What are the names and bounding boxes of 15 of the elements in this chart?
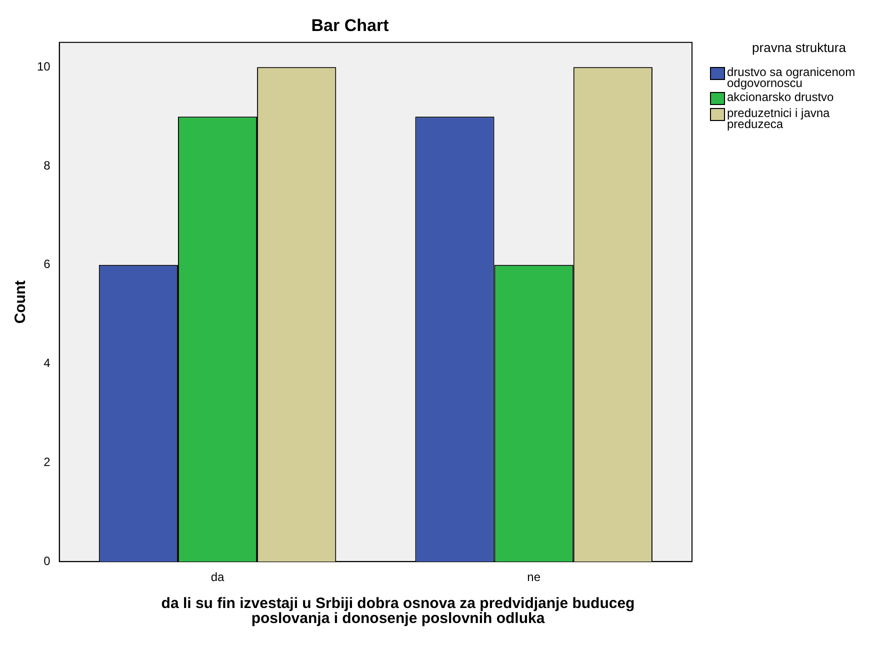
x-axis-title: da li su fin izvestaji u Srbiji dobra osnova za predvidjanje buduceg poslovanja i donosenje poslovnih odluka	[160, 595, 636, 627]
legend-label: drustvo sa ogranicenom odgovornoscu	[727, 65, 856, 90]
x-tick-label: da	[210, 570, 225, 584]
legend-label: preduzetnici i javna preduzeca	[727, 106, 831, 131]
y-tick-label: 2	[44, 455, 51, 470]
legend-label: akcionarsko drustvo	[727, 90, 834, 104]
y-tick-label: 6	[44, 257, 51, 272]
legend-title: pravna struktura	[751, 40, 847, 55]
y-tick-label: 4	[44, 356, 51, 370]
chart-title: Bar Chart	[311, 16, 390, 35]
y-axis-title: Count	[12, 280, 30, 324]
y-tick-label: 0	[44, 554, 51, 568]
y-tick-label: 8	[44, 158, 51, 172]
x-tick-label: ne	[527, 570, 541, 584]
y-tick-label: 10	[36, 59, 51, 74]
